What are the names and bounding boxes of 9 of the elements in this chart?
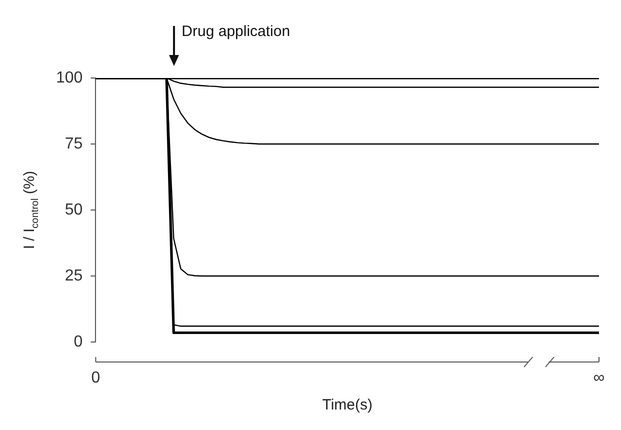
y-tick-label: 0 — [74, 333, 83, 350]
y-tick-label: 50 — [64, 201, 83, 218]
text: Drug application — [182, 23, 290, 40]
y-tick-label: 100 — [56, 69, 83, 86]
y-axis-title: I / Icontrol (%) — [21, 170, 41, 250]
y-tick-label: 25 — [64, 267, 83, 284]
y-tick-label: 75 — [64, 135, 83, 152]
x-axis-title: Time(s) — [322, 396, 372, 414]
x-tick-label: ∞ — [593, 369, 605, 386]
